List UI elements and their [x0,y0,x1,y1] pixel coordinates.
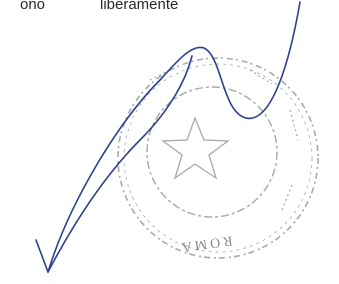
paper [0,0,339,284]
page: {"document": {"line_fragment": ["ono", "… [0,0,339,284]
text-fragment: liberamente [100,0,178,13]
document-scan: ono liberamente ROMA [0,0,339,284]
text-fragment: ono [20,0,45,13]
